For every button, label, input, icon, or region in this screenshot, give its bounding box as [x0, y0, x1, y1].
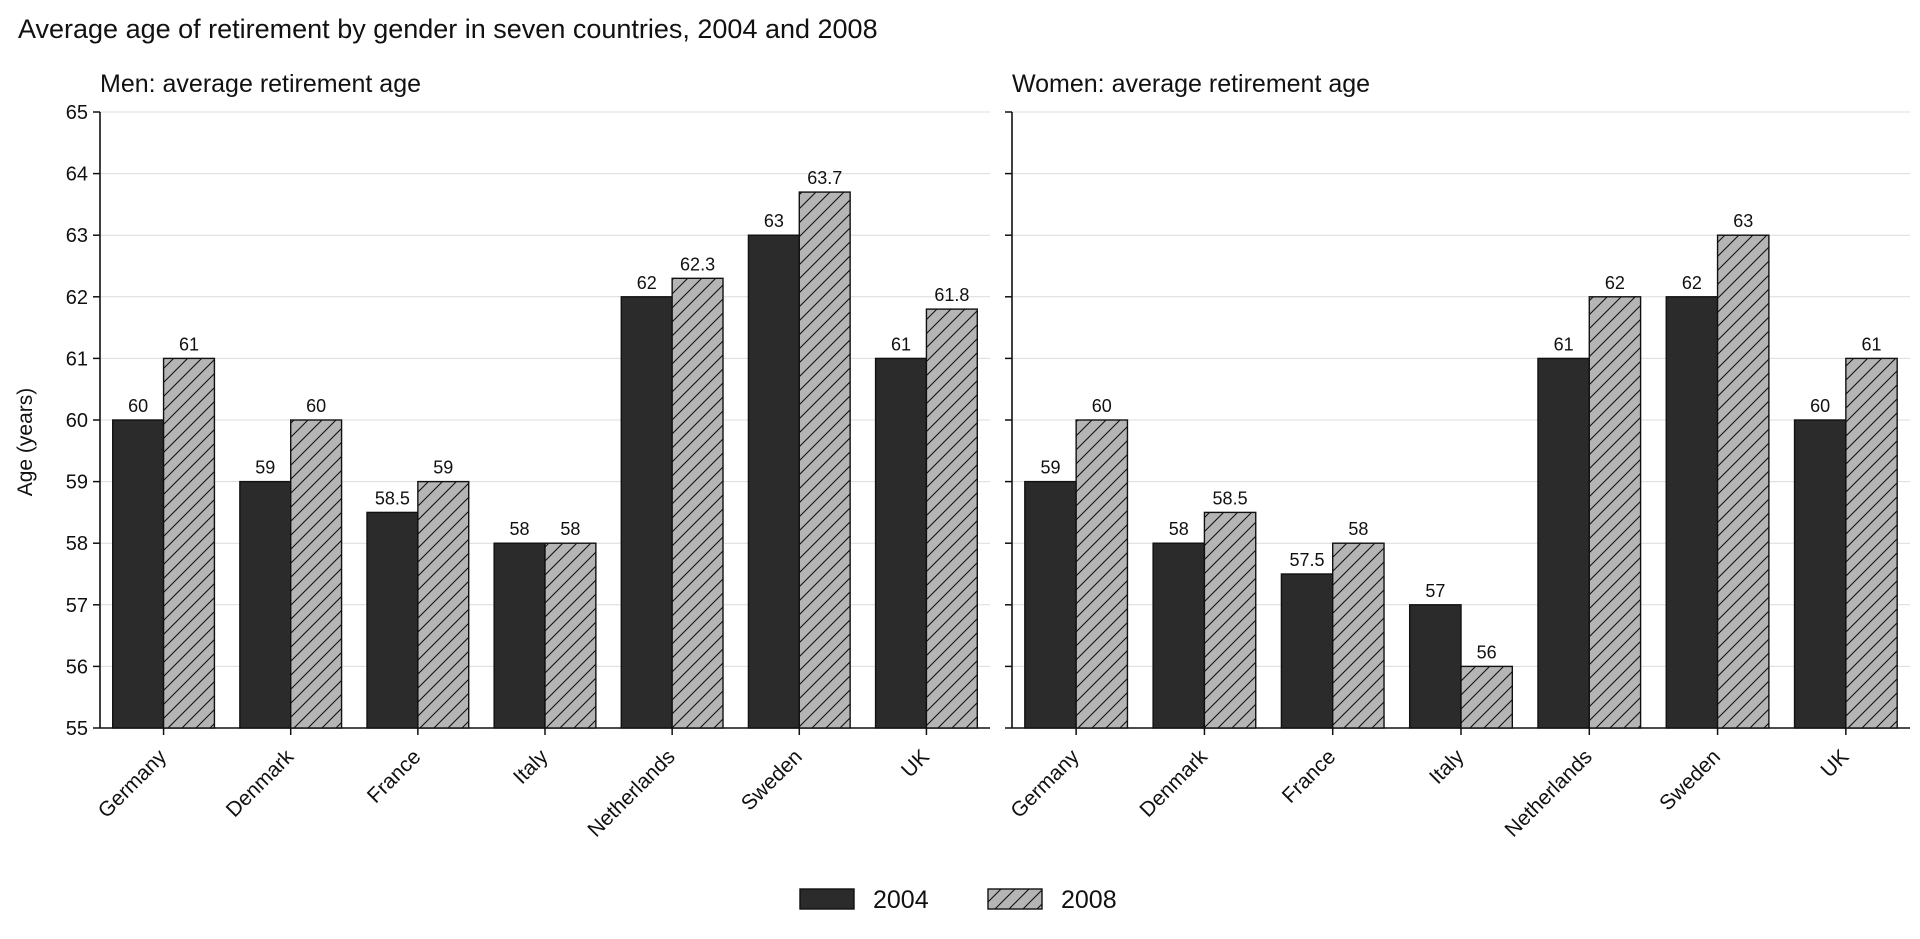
bar-2008: [671, 277, 724, 729]
y-tick-label: 62: [66, 287, 88, 309]
data-label: 57: [1425, 581, 1445, 601]
x-tick-label: Italy: [1425, 745, 1469, 789]
data-label: 60: [1810, 396, 1830, 416]
bar-2004: [620, 296, 673, 729]
x-tick-label: France: [1278, 745, 1340, 807]
figure-title: Average age of retirement by gender in s…: [18, 14, 878, 44]
data-label: 56: [1477, 642, 1497, 662]
data-label: 60: [128, 396, 148, 416]
legend-label: 2004: [873, 886, 929, 914]
y-tick-label: 56: [66, 656, 88, 678]
chart-panel-2: Women: average retirement age Germany 59 60…: [1005, 70, 1910, 842]
x-tick-label: Germany: [1006, 745, 1084, 823]
bar-2008: [1716, 234, 1770, 729]
bar-2004: [366, 511, 419, 729]
bar-2004: [1152, 542, 1206, 729]
data-label: 59: [433, 458, 453, 478]
data-label: 58.5: [1213, 488, 1248, 508]
legend-label: 2008: [1061, 886, 1117, 914]
bar-2008: [290, 419, 343, 729]
data-label: 57.5: [1290, 550, 1325, 570]
panel-title: Men: average retirement age: [100, 70, 421, 98]
legend-swatch-2004: [799, 888, 855, 910]
data-label: 58: [1348, 519, 1368, 539]
data-label: 60: [306, 396, 326, 416]
x-tick-label: Netherlands: [583, 745, 679, 841]
data-label: 58: [560, 519, 580, 539]
data-label: 59: [255, 458, 275, 478]
x-tick-label: Italy: [509, 745, 553, 789]
y-tick-label: 65: [66, 102, 88, 124]
legend: 2004 2008: [799, 886, 1117, 914]
y-tick-label: 64: [66, 164, 88, 186]
data-label: 58: [1169, 519, 1189, 539]
bar-2004: [874, 357, 928, 729]
data-label: 61: [1554, 334, 1574, 354]
bar-2004: [239, 480, 292, 729]
bar-2004: [1793, 419, 1847, 729]
x-tick-label: Sweden: [737, 745, 807, 815]
data-label: 61: [1861, 334, 1881, 354]
x-tick-label: Germany: [94, 745, 172, 823]
bar-2008: [1460, 665, 1514, 729]
chart-panel-1: Men: average retirement age 55 56 57 58 59 60 6…: [66, 70, 990, 842]
x-tick-label: Netherlands: [1500, 745, 1596, 841]
x-tick-label: Denmark: [222, 745, 299, 822]
data-label: 61: [891, 334, 911, 354]
panels-group: Men: average retirement age 55 56 57 58 59 60 6…: [66, 70, 1910, 842]
legend-swatch-2008: [987, 888, 1043, 910]
x-tick-label: France: [363, 745, 425, 807]
data-label: 63: [1733, 211, 1753, 231]
data-label: 61: [179, 334, 199, 354]
bar-2004: [1537, 357, 1590, 729]
data-label: 62: [1682, 273, 1702, 293]
data-label: 58.5: [375, 488, 410, 508]
y-tick-label: 57: [66, 595, 88, 617]
data-label: 62: [1605, 273, 1625, 293]
y-tick-label: 60: [66, 410, 88, 432]
bar-2008: [1845, 357, 1898, 729]
y-tick-label: 58: [66, 533, 88, 555]
data-label: 62.3: [680, 254, 715, 274]
x-tick-label: UK: [897, 745, 934, 782]
bar-2008: [798, 191, 851, 729]
data-label: 63: [764, 211, 784, 231]
bar-2004: [1665, 296, 1719, 729]
bar-2008: [1588, 296, 1642, 729]
bar-2004: [1408, 604, 1462, 729]
data-label: 62: [637, 273, 657, 293]
bar-2008: [1332, 542, 1385, 729]
bar-2004: [1024, 480, 1077, 729]
data-label: 58: [510, 519, 530, 539]
x-tick-label: UK: [1816, 745, 1853, 782]
data-label: 60: [1092, 396, 1112, 416]
bar-2008: [925, 308, 978, 729]
y-tick-label: 59: [66, 472, 88, 494]
data-label: 59: [1040, 458, 1060, 478]
y-tick-label: 61: [66, 348, 88, 370]
data-label: 61.8: [934, 285, 969, 305]
x-tick-label: Denmark: [1135, 745, 1212, 822]
bar-2004: [493, 542, 546, 729]
bar-2008: [1075, 419, 1129, 729]
x-tick-label: Sweden: [1655, 745, 1725, 815]
y-axis-label: Age (years): [14, 388, 37, 497]
bar-2004: [112, 419, 165, 729]
bar-2004: [1280, 573, 1334, 729]
bar-2008: [544, 542, 597, 729]
y-tick-label: 63: [66, 225, 88, 247]
bar-2004: [747, 234, 800, 729]
panel-title: Women: average retirement age: [1012, 70, 1370, 98]
data-label: 63.7: [807, 168, 842, 188]
y-tick-label: 55: [66, 718, 88, 740]
bar-2008: [1203, 511, 1257, 729]
bar-2008: [417, 480, 470, 729]
bar-2008: [162, 357, 216, 729]
